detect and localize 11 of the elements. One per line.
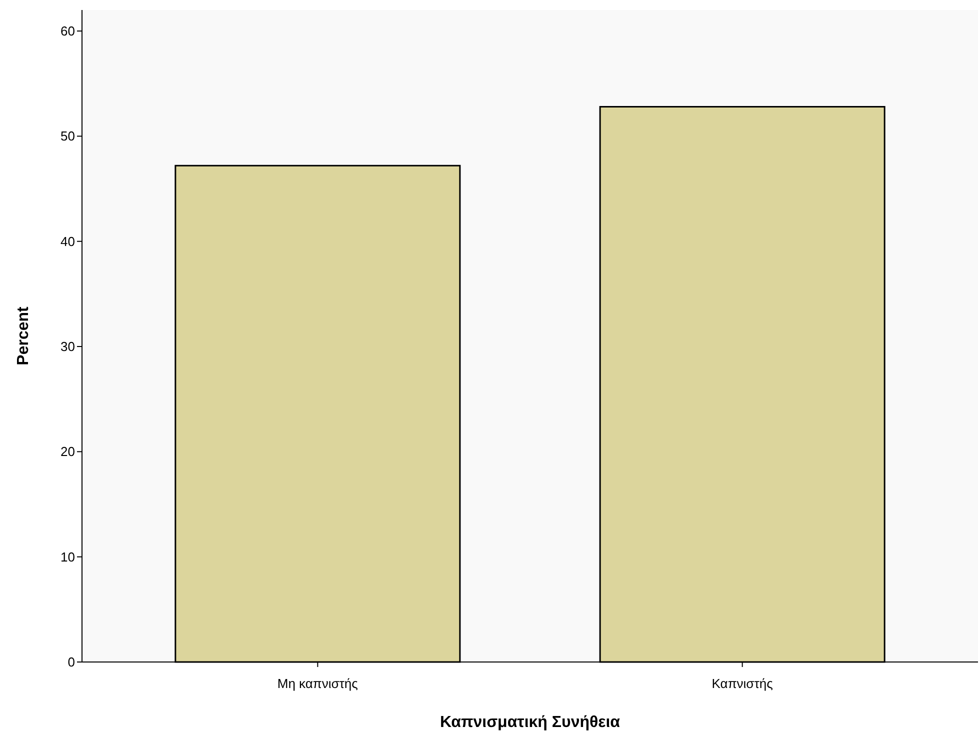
y-tick-label: 0 — [68, 654, 75, 670]
x-tick-label: Καπνιστής — [712, 676, 773, 691]
x-tick-label: Μη καπνιστής — [277, 676, 358, 691]
y-tick-label: 60 — [60, 24, 75, 39]
y-tick-label: 40 — [60, 234, 75, 249]
x-axis-title: Καπνισματική Συνήθεια — [440, 714, 620, 731]
y-tick-label: 10 — [60, 549, 75, 564]
y-tick-label: 50 — [60, 128, 75, 144]
y-tick-label: 30 — [60, 339, 75, 354]
y-axis-title: Percent — [15, 306, 32, 366]
y-tick-label: 20 — [60, 444, 75, 460]
